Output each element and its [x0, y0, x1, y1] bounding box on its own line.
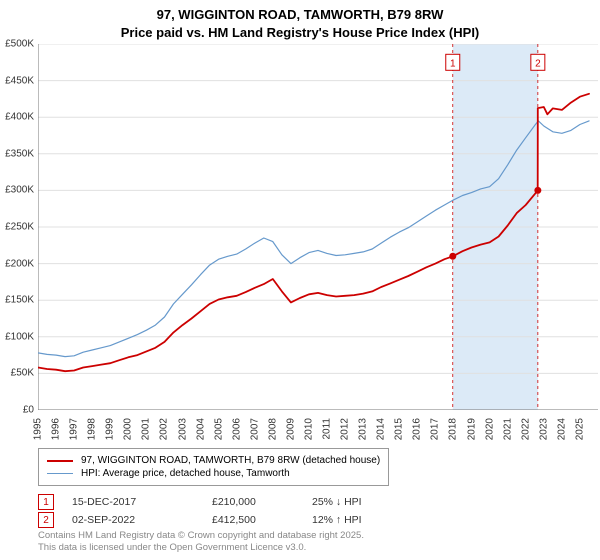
x-tick-label: 2016	[412, 418, 423, 440]
x-tick-label: 2017	[430, 418, 441, 440]
legend-item: HPI: Average price, detached house, Tamw…	[47, 468, 380, 479]
y-tick-label: £0	[23, 405, 34, 416]
legend-label: 97, WIGGINTON ROAD, TAMWORTH, B79 8RW (d…	[81, 455, 380, 466]
legend-label: HPI: Average price, detached house, Tamw…	[81, 468, 290, 479]
legend-swatch	[47, 473, 73, 474]
x-tick-label: 2007	[249, 418, 260, 440]
x-tick-label: 1999	[105, 418, 116, 440]
x-tick-label: 2006	[231, 418, 242, 440]
legend-item: 97, WIGGINTON ROAD, TAMWORTH, B79 8RW (d…	[47, 455, 380, 466]
x-tick-label: 2005	[213, 418, 224, 440]
y-tick-label: £100K	[5, 331, 34, 342]
annotation-price: £412,500	[212, 514, 312, 526]
x-tick-label: 2025	[574, 418, 585, 440]
x-tick-label: 2003	[177, 418, 188, 440]
annotation-marker: 2	[38, 512, 54, 528]
x-tick-label: 2011	[322, 418, 333, 440]
annotation-row: 2 02-SEP-2022£412,50012% ↑ HPI	[38, 512, 362, 528]
y-tick-label: £350K	[5, 148, 34, 159]
x-tick-label: 2004	[195, 418, 206, 440]
x-tick-label: 1995	[33, 418, 44, 440]
copyright-text: Contains HM Land Registry data © Crown c…	[38, 530, 364, 554]
x-tick-label: 1997	[69, 418, 80, 440]
y-tick-label: £300K	[5, 185, 34, 196]
annotation-date: 15-DEC-2017	[72, 496, 212, 508]
x-tick-label: 2002	[159, 418, 170, 440]
annotation-row: 1 15-DEC-2017£210,00025% ↓ HPI	[38, 494, 362, 510]
y-tick-label: £500K	[5, 39, 34, 50]
legend: 97, WIGGINTON ROAD, TAMWORTH, B79 8RW (d…	[38, 448, 389, 486]
y-tick-label: £450K	[5, 75, 34, 86]
y-tick-label: £250K	[5, 222, 34, 233]
x-tick-label: 2008	[267, 418, 278, 440]
copyright-line-2: This data is licensed under the Open Gov…	[38, 542, 306, 553]
x-tick-label: 2019	[466, 418, 477, 440]
x-tick-label: 2012	[340, 418, 351, 440]
chart-container: 97, WIGGINTON ROAD, TAMWORTH, B79 8RW Pr…	[0, 0, 600, 560]
title-line-2: Price paid vs. HM Land Registry's House …	[121, 25, 480, 40]
annotation-table: 1 15-DEC-2017£210,00025% ↓ HPI 2 02-SEP-202…	[38, 492, 362, 530]
svg-text:1: 1	[450, 58, 456, 69]
x-tick-label: 2024	[556, 418, 567, 440]
svg-text:2: 2	[535, 58, 541, 69]
x-tick-label: 2020	[484, 418, 495, 440]
copyright-line-1: Contains HM Land Registry data © Crown c…	[38, 530, 364, 541]
x-tick-label: 2001	[141, 418, 152, 440]
y-tick-label: £50K	[11, 368, 34, 379]
title-line-1: 97, WIGGINTON ROAD, TAMWORTH, B79 8RW	[157, 7, 444, 22]
x-tick-label: 2015	[394, 418, 405, 440]
x-tick-label: 2013	[358, 418, 369, 440]
y-axis-labels: £0£50K£100K£150K£200K£250K£300K£350K£400…	[0, 44, 36, 410]
x-tick-label: 2022	[520, 418, 531, 440]
y-tick-label: £150K	[5, 295, 34, 306]
annotation-delta: 25% ↓ HPI	[312, 496, 362, 508]
x-tick-label: 2010	[303, 418, 314, 440]
annotation-marker: 1	[38, 494, 54, 510]
x-tick-label: 2023	[538, 418, 549, 440]
x-tick-label: 2014	[376, 418, 387, 440]
chart-plot: 12	[38, 44, 598, 410]
annotation-price: £210,000	[212, 496, 312, 508]
x-tick-label: 1998	[87, 418, 98, 440]
x-tick-label: 2000	[123, 418, 134, 440]
legend-swatch	[47, 460, 73, 462]
y-tick-label: £200K	[5, 258, 34, 269]
chart-title: 97, WIGGINTON ROAD, TAMWORTH, B79 8RW Pr…	[0, 0, 600, 41]
x-tick-label: 2018	[448, 418, 459, 440]
x-tick-label: 1996	[51, 418, 62, 440]
annotation-delta: 12% ↑ HPI	[312, 514, 362, 526]
x-tick-label: 2021	[502, 418, 513, 440]
annotation-date: 02-SEP-2022	[72, 514, 212, 526]
x-tick-label: 2009	[285, 418, 296, 440]
y-tick-label: £400K	[5, 112, 34, 123]
